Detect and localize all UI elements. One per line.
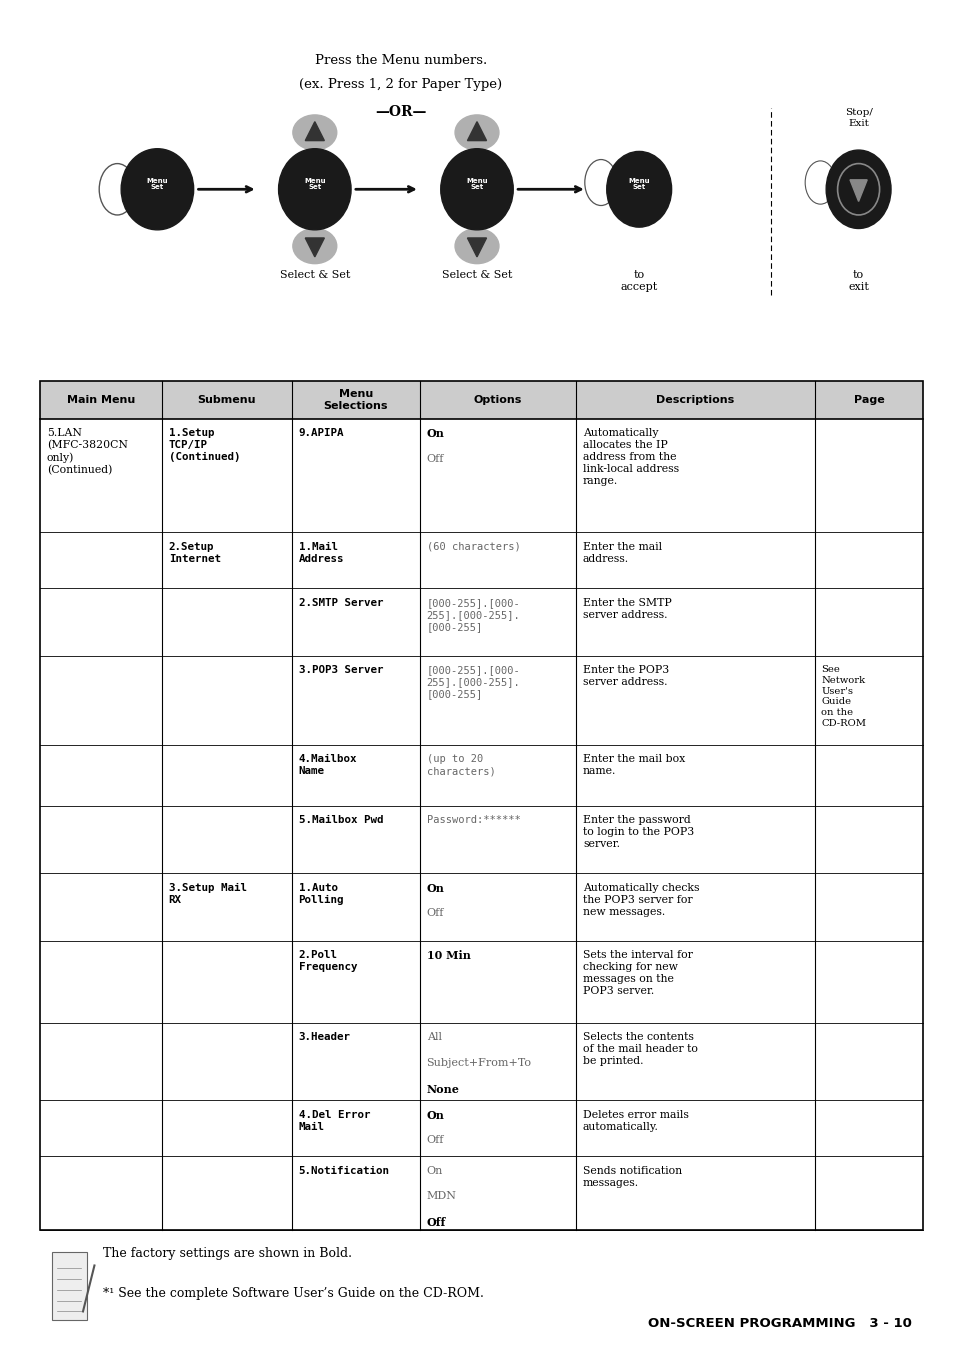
Text: Off: Off bbox=[426, 909, 443, 918]
Text: The factory settings are shown in Bold.: The factory settings are shown in Bold. bbox=[103, 1247, 352, 1260]
Text: (ex. Press 1, 2 for Paper Type): (ex. Press 1, 2 for Paper Type) bbox=[299, 78, 501, 92]
Text: Select & Set: Select & Set bbox=[279, 270, 350, 280]
Text: Select & Set: Select & Set bbox=[441, 270, 512, 280]
Text: 1.Setup
TCP/IP
(Continued): 1.Setup TCP/IP (Continued) bbox=[169, 429, 240, 462]
Text: On: On bbox=[426, 1165, 442, 1176]
Polygon shape bbox=[467, 238, 486, 257]
Text: All: All bbox=[426, 1033, 441, 1042]
Ellipse shape bbox=[278, 149, 351, 230]
Text: —OR—: —OR— bbox=[375, 105, 426, 119]
Bar bbox=[52, 1252, 87, 1320]
Text: 10 Min: 10 Min bbox=[426, 950, 470, 961]
Text: Enter the SMTP
server address.: Enter the SMTP server address. bbox=[582, 598, 671, 619]
Text: *¹ See the complete Software User’s Guide on the CD-ROM.: *¹ See the complete Software User’s Guid… bbox=[103, 1287, 483, 1301]
Text: 4.Mailbox
Name: 4.Mailbox Name bbox=[298, 754, 356, 776]
Text: None: None bbox=[426, 1084, 459, 1095]
Text: On: On bbox=[426, 1110, 444, 1121]
Ellipse shape bbox=[121, 149, 193, 230]
Text: Descriptions: Descriptions bbox=[656, 395, 734, 406]
Text: 3.POP3 Server: 3.POP3 Server bbox=[298, 665, 382, 675]
Text: 1.Auto
Polling: 1.Auto Polling bbox=[298, 883, 344, 904]
Text: 9.APIPA: 9.APIPA bbox=[298, 429, 344, 438]
Text: Press the Menu numbers.: Press the Menu numbers. bbox=[314, 54, 486, 68]
Text: 5.Mailbox Pwd: 5.Mailbox Pwd bbox=[298, 815, 382, 825]
Bar bbox=[40, 381, 923, 1230]
Text: Off: Off bbox=[426, 1136, 443, 1145]
Text: Off: Off bbox=[426, 454, 443, 464]
Text: 4.Del Error
Mail: 4.Del Error Mail bbox=[298, 1110, 370, 1132]
Text: On: On bbox=[426, 883, 444, 894]
Text: Sets the interval for
checking for new
messages on the
POP3 server.: Sets the interval for checking for new m… bbox=[582, 950, 692, 996]
Text: Enter the password
to login to the POP3
server.: Enter the password to login to the POP3 … bbox=[582, 815, 694, 849]
Text: Stop/
Exit: Stop/ Exit bbox=[843, 108, 872, 127]
Text: [000-255].[000-
255].[000-255].
[000-255]: [000-255].[000- 255].[000-255]. [000-255… bbox=[426, 598, 519, 631]
Ellipse shape bbox=[440, 149, 513, 230]
Polygon shape bbox=[305, 122, 324, 141]
Ellipse shape bbox=[293, 115, 336, 150]
Text: 5.Notification: 5.Notification bbox=[298, 1165, 389, 1176]
Ellipse shape bbox=[825, 150, 890, 228]
Text: 5.LAN
(MFC-3820CN
only)
(Continued): 5.LAN (MFC-3820CN only) (Continued) bbox=[47, 429, 128, 476]
Text: On: On bbox=[426, 429, 444, 439]
Polygon shape bbox=[305, 238, 324, 257]
Text: 2.SMTP Server: 2.SMTP Server bbox=[298, 598, 382, 607]
Text: to
accept: to accept bbox=[619, 270, 658, 292]
Text: Enter the mail box
name.: Enter the mail box name. bbox=[582, 754, 684, 776]
Text: (up to 20
characters): (up to 20 characters) bbox=[426, 754, 495, 776]
Text: Automatically
allocates the IP
address from the
link-local address
range.: Automatically allocates the IP address f… bbox=[582, 429, 679, 487]
Text: Menu
Set: Menu Set bbox=[304, 177, 325, 191]
Bar bbox=[40, 381, 923, 419]
Text: Enter the POP3
server address.: Enter the POP3 server address. bbox=[582, 665, 668, 687]
Text: Main Menu: Main Menu bbox=[67, 395, 135, 406]
Text: 2.Setup
Internet: 2.Setup Internet bbox=[169, 542, 220, 564]
Polygon shape bbox=[467, 122, 486, 141]
Text: Subject+From+To: Subject+From+To bbox=[426, 1059, 531, 1068]
Text: 2.Poll
Frequency: 2.Poll Frequency bbox=[298, 950, 356, 972]
Text: Deletes error mails
automatically.: Deletes error mails automatically. bbox=[582, 1110, 688, 1132]
Text: to
exit: to exit bbox=[847, 270, 868, 292]
Text: 3.Header: 3.Header bbox=[298, 1033, 350, 1042]
Ellipse shape bbox=[606, 151, 671, 227]
Text: 3.Setup Mail
RX: 3.Setup Mail RX bbox=[169, 883, 247, 904]
Text: Password:******: Password:****** bbox=[426, 815, 519, 825]
Text: (60 characters): (60 characters) bbox=[426, 542, 519, 552]
Ellipse shape bbox=[293, 228, 336, 264]
Text: Menu
Selections: Menu Selections bbox=[323, 389, 388, 411]
Text: Menu
Set: Menu Set bbox=[628, 177, 649, 191]
Text: Selects the contents
of the mail header to
be printed.: Selects the contents of the mail header … bbox=[582, 1033, 697, 1067]
Text: MDN: MDN bbox=[426, 1191, 456, 1202]
Text: Off: Off bbox=[426, 1217, 445, 1228]
Text: Menu
Set: Menu Set bbox=[466, 177, 487, 191]
Text: See
Network
User's
Guide
on the
CD-ROM: See Network User's Guide on the CD-ROM bbox=[821, 665, 865, 727]
Text: Page: Page bbox=[853, 395, 883, 406]
Text: Menu
Set: Menu Set bbox=[147, 177, 168, 191]
Text: ON-SCREEN PROGRAMMING   3 - 10: ON-SCREEN PROGRAMMING 3 - 10 bbox=[647, 1317, 911, 1330]
Text: Automatically checks
the POP3 server for
new messages.: Automatically checks the POP3 server for… bbox=[582, 883, 699, 917]
Polygon shape bbox=[849, 180, 866, 201]
Text: 1.Mail
Address: 1.Mail Address bbox=[298, 542, 344, 564]
Text: Submenu: Submenu bbox=[197, 395, 256, 406]
Text: [000-255].[000-
255].[000-255].
[000-255]: [000-255].[000- 255].[000-255]. [000-255… bbox=[426, 665, 519, 699]
Text: Sends notification
messages.: Sends notification messages. bbox=[582, 1165, 681, 1187]
Ellipse shape bbox=[455, 228, 498, 264]
Text: Enter the mail
address.: Enter the mail address. bbox=[582, 542, 661, 564]
Ellipse shape bbox=[455, 115, 498, 150]
Text: Options: Options bbox=[474, 395, 521, 406]
